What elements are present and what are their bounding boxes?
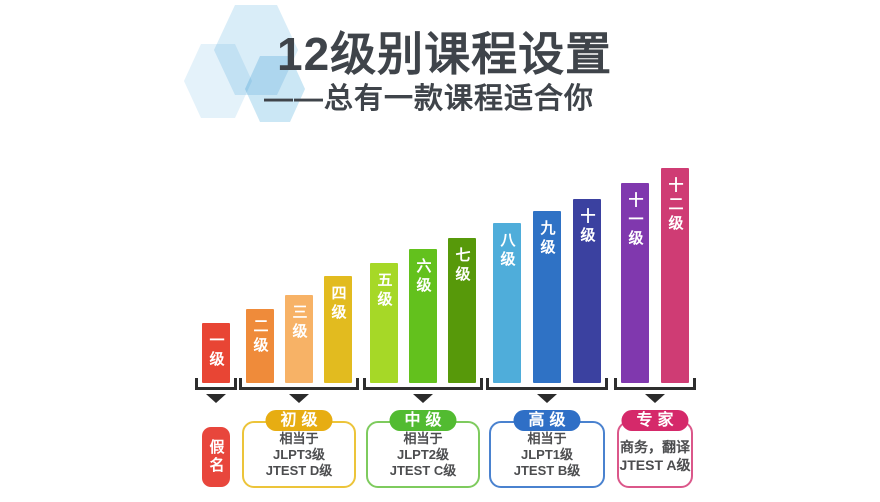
- equivalence-line: JTEST D级: [265, 463, 333, 478]
- bar-level-8: 八级: [493, 223, 521, 383]
- group-bracket-kana: [195, 378, 237, 390]
- kana-tag: 假名: [202, 427, 230, 487]
- equivalence-line: JTEST A级: [619, 457, 691, 473]
- bar-label: 十二级: [666, 177, 684, 234]
- equivalence-line: 相当于: [279, 431, 319, 446]
- group-pill-beginner: 初级: [265, 410, 333, 431]
- group-bracket-intermediate: [363, 378, 483, 390]
- group-bracket-expert: [614, 378, 696, 390]
- group-box-advanced: 相当于 JLPT1级 JTEST B级: [489, 421, 605, 488]
- bar-label: 九级: [538, 220, 556, 258]
- group-pill-advanced: 高级: [513, 410, 581, 431]
- group-pill-expert: 专家: [621, 410, 689, 431]
- bar-level-2: 二级: [246, 309, 274, 383]
- arrow-down-icon: [537, 394, 557, 403]
- equivalence-line: 商务，翻译: [620, 439, 690, 455]
- equivalence-text: 相当于 JLPT3级 JTEST D级: [244, 423, 354, 486]
- equivalence-line: JLPT1级: [520, 447, 573, 462]
- arrow-down-icon: [413, 394, 433, 403]
- page-title: 12级别课程设置: [277, 28, 613, 80]
- equivalence-line: JLPT3级: [272, 447, 325, 462]
- bar-label: 四级: [329, 285, 347, 323]
- bar-level-3: 三级: [285, 295, 313, 383]
- bar-level-10: 十级: [573, 199, 601, 383]
- bar-label: 七级: [453, 247, 471, 285]
- group-box-expert: 商务，翻译 JTEST A级: [617, 421, 693, 488]
- group-bracket-beginner: [239, 378, 359, 390]
- bar-level-11: 十一级: [621, 183, 649, 383]
- bar-level-5: 五级: [370, 263, 398, 383]
- arrow-down-icon: [289, 394, 309, 403]
- equivalence-text: 相当于 JLPT1级 JTEST B级: [491, 423, 603, 486]
- bar-label: 十一级: [626, 192, 644, 249]
- bar-label: 十级: [578, 208, 596, 246]
- bar-label: 八级: [498, 232, 516, 270]
- group-bracket-advanced: [486, 378, 608, 390]
- bar-level-12: 十二级: [661, 168, 689, 383]
- equivalence-line: JTEST C级: [389, 463, 457, 478]
- bar-label: 五级: [375, 272, 393, 310]
- bar-label: 一级: [207, 332, 225, 370]
- equivalence-line: JTEST B级: [513, 463, 581, 478]
- equivalence-line: 相当于: [403, 431, 443, 446]
- bar-label: 三级: [290, 304, 308, 342]
- kana-tag-label: 假名: [207, 439, 225, 475]
- group-box-beginner: 相当于 JLPT3级 JTEST D级: [242, 421, 356, 488]
- bar-label: 六级: [414, 258, 432, 296]
- bar-level-6: 六级: [409, 249, 437, 383]
- hexagon-decoration: [245, 56, 305, 122]
- arrow-down-icon: [645, 394, 665, 403]
- equivalence-line: 相当于: [527, 431, 567, 446]
- page-subtitle: ——总有一款课程适合你: [264, 83, 595, 115]
- equivalence-text: 相当于 JLPT2级 JTEST C级: [368, 423, 478, 486]
- group-box-intermediate: 相当于 JLPT2级 JTEST C级: [366, 421, 480, 488]
- bar-level-7: 七级: [448, 238, 476, 383]
- bar-label: 二级: [251, 318, 269, 356]
- bar-level-1: 一级: [202, 323, 230, 383]
- arrow-down-icon: [206, 394, 226, 403]
- group-pill-intermediate: 中级: [389, 410, 457, 431]
- equivalence-text: 商务，翻译 JTEST A级: [619, 423, 691, 486]
- equivalence-line: JLPT2级: [396, 447, 449, 462]
- bar-level-9: 九级: [533, 211, 561, 383]
- bar-level-4: 四级: [324, 276, 352, 383]
